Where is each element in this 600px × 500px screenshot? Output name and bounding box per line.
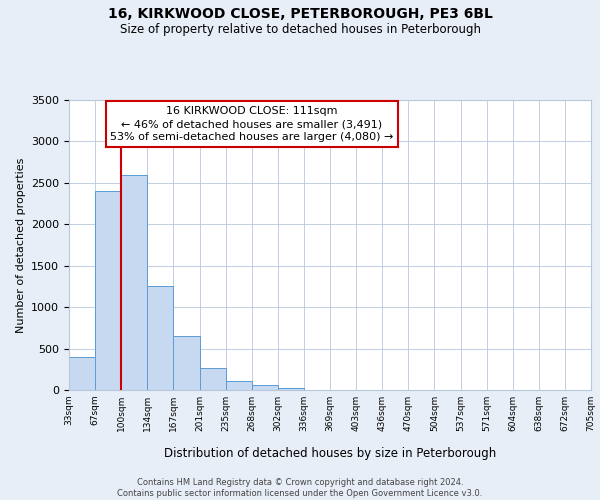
Text: 16 KIRKWOOD CLOSE: 111sqm
← 46% of detached houses are smaller (3,491)
53% of se: 16 KIRKWOOD CLOSE: 111sqm ← 46% of detac… (110, 106, 394, 142)
Bar (69, 357, 95, 390)
Bar (148, 286, 173, 390)
Bar (226, 381, 252, 390)
Bar (121, 174, 148, 390)
Bar (173, 336, 199, 390)
Text: Size of property relative to detached houses in Peterborough: Size of property relative to detached ho… (119, 22, 481, 36)
Bar (95, 191, 121, 390)
Bar (199, 368, 226, 390)
Text: Contains HM Land Registry data © Crown copyright and database right 2024.
Contai: Contains HM Land Registry data © Crown c… (118, 478, 482, 498)
Bar (252, 386, 278, 390)
Bar (278, 388, 304, 390)
Text: Distribution of detached houses by size in Peterborough: Distribution of detached houses by size … (164, 448, 496, 460)
Y-axis label: Number of detached properties: Number of detached properties (16, 158, 26, 332)
Text: 16, KIRKWOOD CLOSE, PETERBOROUGH, PE3 6BL: 16, KIRKWOOD CLOSE, PETERBOROUGH, PE3 6B… (107, 8, 493, 22)
